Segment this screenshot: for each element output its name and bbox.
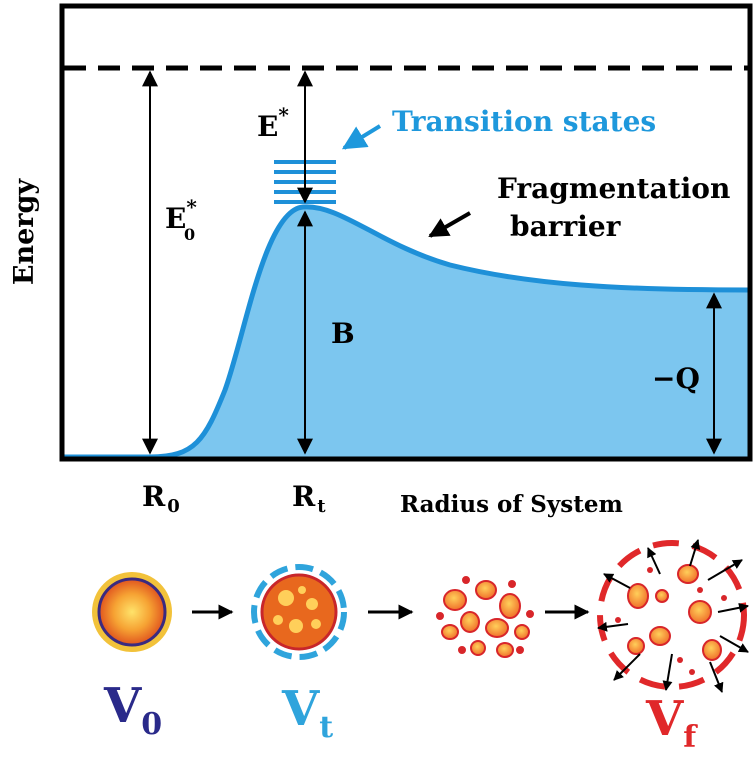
stage-vf-freezeout	[597, 539, 749, 693]
energy-curve	[64, 204, 750, 460]
stage-breakup-fragments	[436, 576, 534, 658]
barrier-height-label: B	[331, 317, 355, 350]
e-star-label: E*	[257, 103, 289, 143]
fragmentation-label-line2: barrier	[510, 210, 622, 243]
stage-v0-label: V0	[103, 678, 162, 742]
barrier-area	[64, 206, 749, 457]
transition-states-label: Transition states	[392, 105, 656, 138]
stage-v0-nucleus	[92, 572, 172, 652]
plot-frame	[59, 3, 753, 462]
e0-star-label: E*	[165, 195, 197, 235]
x-axis-label: Radius of System	[400, 491, 623, 518]
q-value-label: −Q	[652, 362, 700, 395]
barrier-pointer	[428, 211, 471, 238]
fragmentation-label-line1: Fragmentation	[497, 172, 730, 205]
e0-star-subscript: 0	[184, 225, 195, 244]
stage-vt-nucleus	[251, 564, 347, 660]
transition-states-pointer	[341, 124, 382, 150]
stage-vt-label: Vt	[281, 681, 333, 745]
y-axis-label: Energy	[9, 178, 40, 285]
stage-vf-label: Vf	[645, 691, 698, 755]
